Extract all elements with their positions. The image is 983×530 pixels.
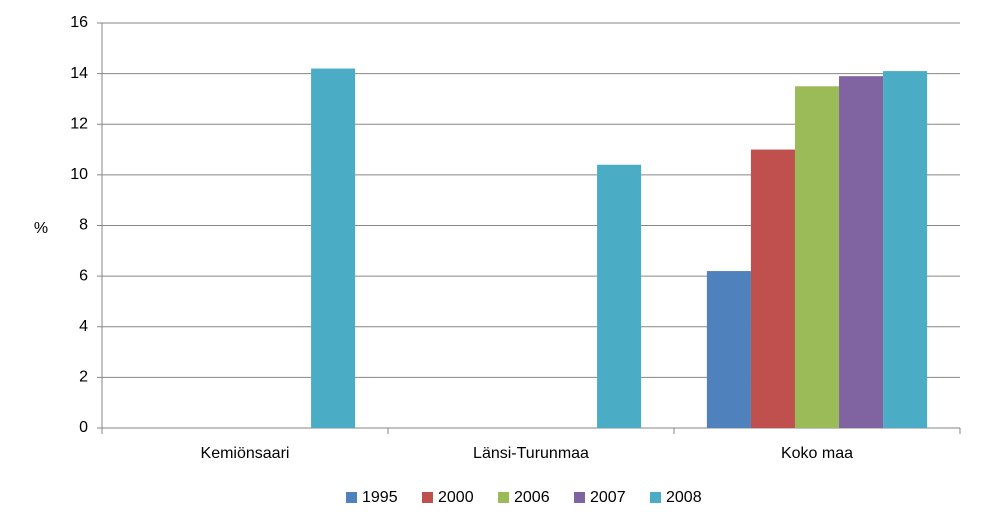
y-tick-label: 6 [79,267,88,284]
legend-swatch [650,492,661,503]
y-tick-label: 16 [70,14,88,31]
legend-label: 2006 [514,489,550,506]
y-tick-label: 0 [79,419,88,436]
legend-swatch [574,492,585,503]
bar [750,149,795,428]
legend-swatch [346,492,357,503]
y-axis-label: % [34,220,48,237]
bar [839,76,884,428]
x-tick-label: Koko maa [781,445,853,462]
x-tick-label: Kemiönsaari [201,445,290,462]
x-tick-label: Länsi-Turunmaa [473,445,589,462]
legend-swatch [422,492,433,503]
bar [311,68,356,428]
bar [794,86,840,428]
bar [706,271,751,428]
y-tick-label: 14 [70,65,88,82]
legend-label: 2008 [666,489,702,506]
bar [883,71,928,428]
bar [597,164,642,428]
legend-label: 1995 [362,489,398,506]
y-tick-label: 2 [79,369,88,386]
legend-label: 2000 [438,489,474,506]
y-tick-label: 4 [79,318,88,335]
y-tick-label: 12 [70,115,88,132]
y-tick-label: 10 [70,166,88,183]
y-tick-label: 8 [79,217,88,234]
legend-swatch [498,492,509,503]
legend-label: 2007 [590,489,626,506]
